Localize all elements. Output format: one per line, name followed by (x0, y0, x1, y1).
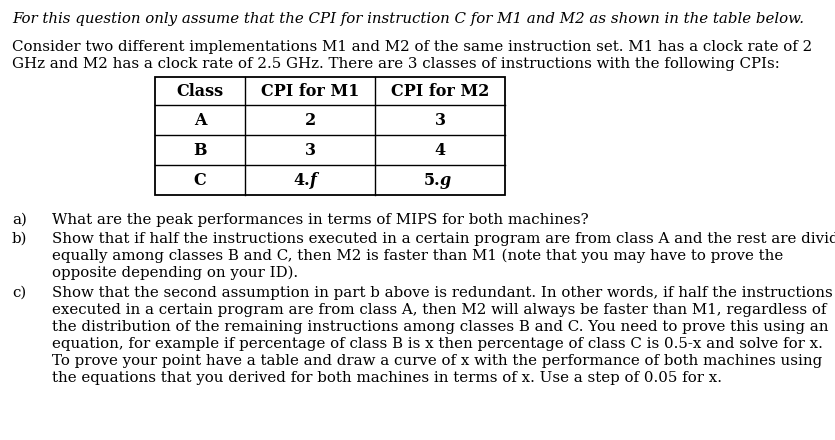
Text: executed in a certain program are from class A, then M2 will always be faster th: executed in a certain program are from c… (52, 303, 827, 317)
Text: Consider two different implementations M1 and M2 of the same instruction set. M1: Consider two different implementations M… (12, 40, 812, 54)
Text: GHz and M2 has a clock rate of 2.5 GHz. There are 3 classes of instructions with: GHz and M2 has a clock rate of 2.5 GHz. … (12, 57, 780, 71)
Text: CPI for M1: CPI for M1 (261, 83, 359, 99)
Text: 4: 4 (434, 142, 446, 158)
Text: B: B (193, 142, 207, 158)
Text: opposite depending on your ID).: opposite depending on your ID). (52, 266, 298, 280)
Text: equation, for example if percentage of class B is x then percentage of class C i: equation, for example if percentage of c… (52, 337, 822, 351)
Text: equally among classes B and C, then M2 is faster than M1 (note that you may have: equally among classes B and C, then M2 i… (52, 249, 783, 264)
Text: a): a) (12, 213, 27, 227)
Text: C: C (194, 172, 206, 188)
Text: 2: 2 (305, 111, 316, 128)
Text: c): c) (12, 286, 26, 300)
Text: 3: 3 (305, 142, 316, 158)
Text: Show that if half the instructions executed in a certain program are from class : Show that if half the instructions execu… (52, 232, 835, 246)
Text: 3: 3 (434, 111, 446, 128)
Text: 4.: 4. (293, 172, 310, 188)
Text: A: A (194, 111, 206, 128)
Text: f: f (310, 172, 316, 188)
Text: the distribution of the remaining instructions among classes B and C. You need t: the distribution of the remaining instru… (52, 320, 828, 334)
Text: the equations that you derived for both machines in terms of x. Use a step of 0.: the equations that you derived for both … (52, 371, 722, 385)
Text: b): b) (12, 232, 28, 246)
Text: CPI for M2: CPI for M2 (391, 83, 489, 99)
Text: For this question only assume that the CPI for instruction C for M1 and M2 as sh: For this question only assume that the C… (12, 12, 804, 26)
Text: Show that the second assumption in part b above is redundant. In other words, if: Show that the second assumption in part … (52, 286, 832, 300)
Text: g: g (440, 172, 451, 188)
Bar (155, 77, 505, 195)
Text: To prove your point have a table and draw a curve of x with the performance of b: To prove your point have a table and dra… (52, 354, 822, 368)
Text: What are the peak performances in terms of MIPS for both machines?: What are the peak performances in terms … (52, 213, 589, 227)
Text: Class: Class (176, 83, 224, 99)
Text: 5.: 5. (423, 172, 440, 188)
